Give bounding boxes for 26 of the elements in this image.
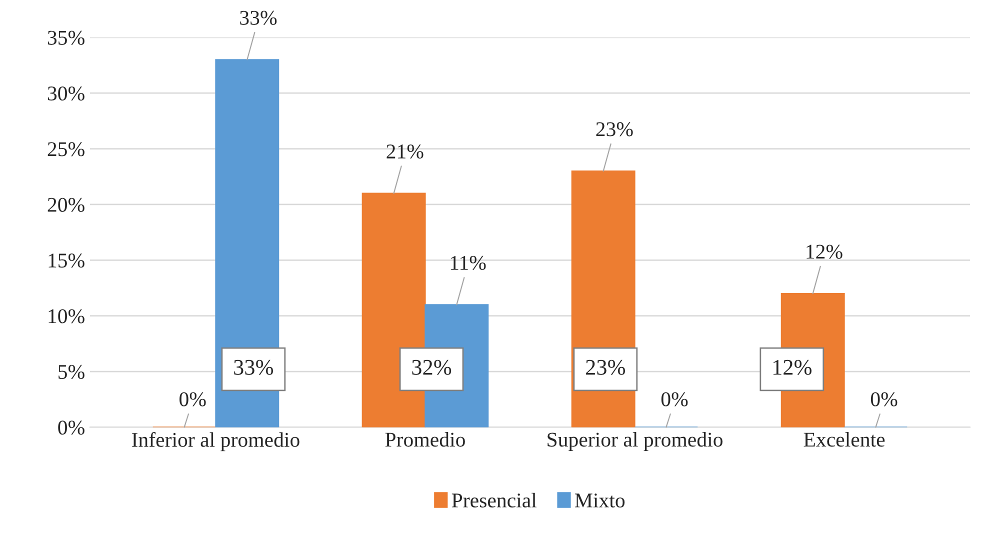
x-tick-label: Promedio [385, 432, 465, 447]
data-label: 0% [870, 392, 898, 406]
data-label: 0% [661, 392, 688, 406]
legend-label: Presencial [452, 492, 537, 508]
data-label: 33% [240, 10, 277, 25]
x-tick-label: Superior al promedio [548, 432, 722, 451]
y-tick-label: 35% [48, 30, 84, 45]
data-label: 23% [596, 122, 633, 136]
legend-label: Mixto [575, 494, 625, 508]
y-tick-label: 0% [58, 420, 84, 435]
annotation: 23% [586, 360, 626, 375]
annotation: 12% [773, 360, 812, 375]
y-tick-label: 15% [48, 254, 84, 268]
annotation: 32% [412, 360, 452, 375]
data-label: 0% [180, 392, 206, 406]
annotation: 33% [234, 360, 274, 375]
x-tick-label: Inferior al promedio [132, 432, 300, 452]
x-tick-label: Excelente [804, 432, 885, 447]
y-tick-label: 30% [48, 86, 84, 101]
y-tick-label: 5% [58, 364, 84, 380]
data-label: 12% [806, 244, 842, 259]
data-label: 21% [386, 144, 424, 159]
y-tick-label: 10% [48, 309, 84, 324]
y-tick-label: 25% [48, 142, 84, 156]
data-label: 11% [450, 256, 486, 270]
y-tick-label: 20% [48, 198, 84, 212]
